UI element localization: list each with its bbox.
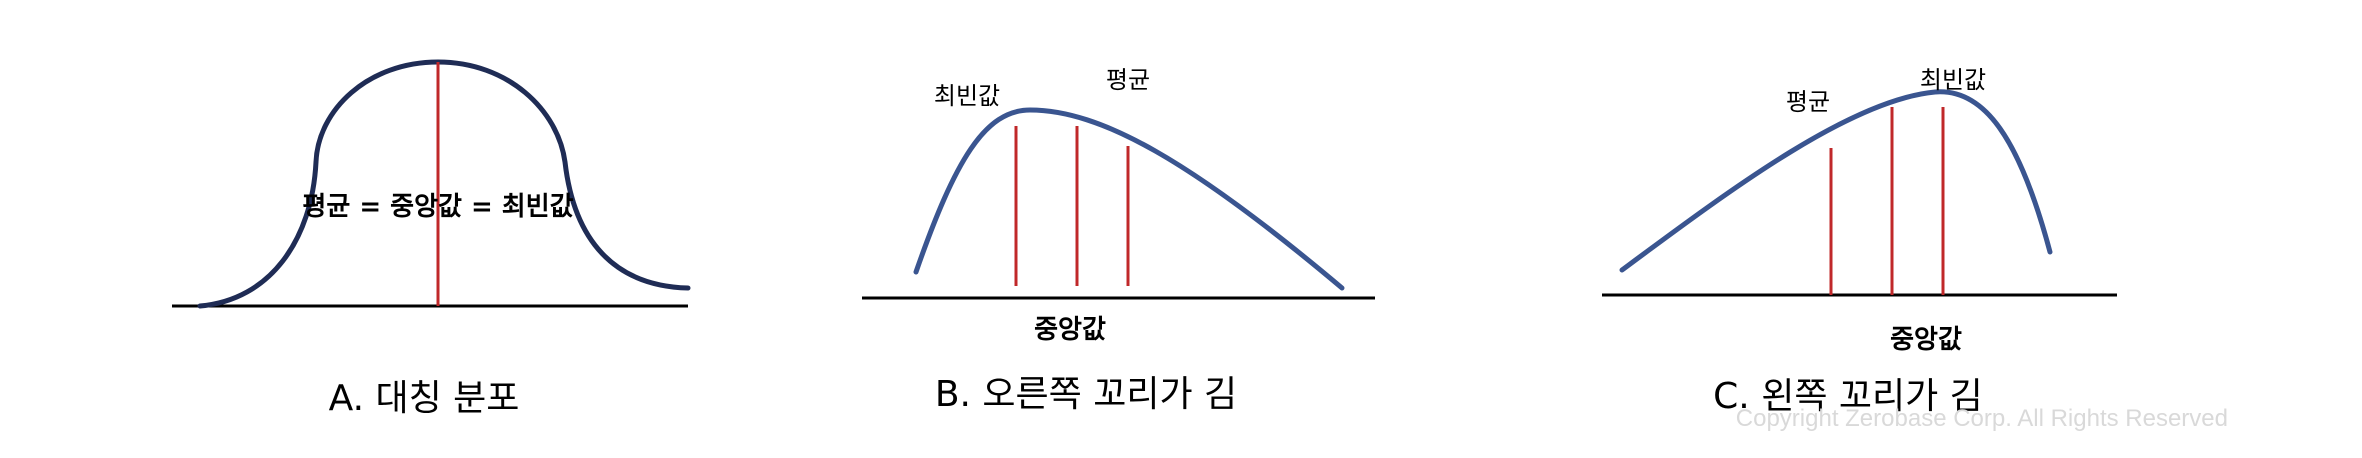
copyright-watermark: Copyright Zerobase Corp. All Rights Rese… <box>1736 405 2228 432</box>
panel-b-curve <box>913 107 1345 291</box>
panel-right-skewed: 최빈값 평균 중앙값 B. 오른쪽 꼬리가 김 <box>862 66 1375 415</box>
panel-b-caption: B. 오른쪽 꼬리가 김 <box>935 374 1237 415</box>
panel-c-curve <box>1619 89 2053 273</box>
panel-b-mode-label: 최빈값 <box>934 82 1000 110</box>
panel-left-skewed: 평균 최빈값 중앙값 C. 왼쪽 꼬리가 김 <box>1602 66 2117 417</box>
panel-symmetric: 평균 = 중앙값 = 최빈값 A. 대칭 분포 <box>172 59 691 419</box>
panel-c-median-label: 중앙값 <box>1890 325 1962 355</box>
panel-b-median-label: 중앙값 <box>1034 315 1106 345</box>
panel-a-center-label: 평균 = 중앙값 = 최빈값 <box>302 192 573 222</box>
panel-a-caption: A. 대칭 분포 <box>329 378 520 419</box>
panel-c-mode-label: 최빈값 <box>1920 66 1986 94</box>
panel-c-caption: C. 왼쪽 꼬리가 김 <box>1713 376 1983 417</box>
panel-a-curve <box>197 59 691 309</box>
panel-b-mean-label: 평균 <box>1106 66 1150 94</box>
panel-c-mean-label: 평균 <box>1786 88 1830 116</box>
